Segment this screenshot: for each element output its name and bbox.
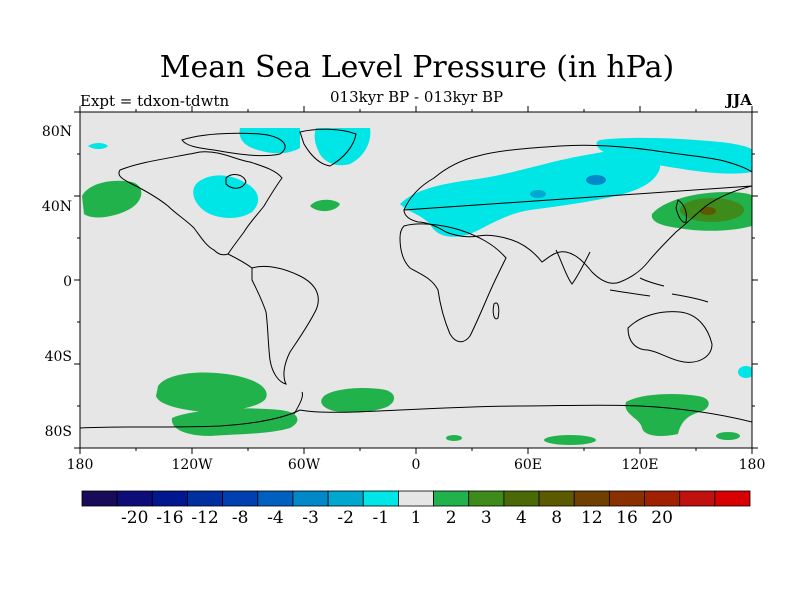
coastlines <box>80 128 752 429</box>
colorbar-swatch <box>433 490 470 507</box>
colorbar-label: 1 <box>411 508 422 528</box>
period-subtitle: 013kyr BP - 013kyr BP <box>330 88 504 106</box>
coast-australia <box>627 311 713 363</box>
region-south-pacific-small-negative <box>738 366 752 378</box>
y-tick-label: 40S <box>45 349 72 365</box>
x-tick-label: 60E <box>514 457 542 473</box>
coast-japan <box>675 199 687 223</box>
colorbar-swatch <box>362 490 399 507</box>
coast-greenland <box>299 128 357 167</box>
x-tick-label: 0 <box>412 457 421 473</box>
x-tick-label: 180 <box>739 457 766 473</box>
region-southern-pacific-positive <box>156 372 267 412</box>
colorbar-label: 16 <box>616 508 638 528</box>
y-tick-label: 0 <box>63 274 72 290</box>
colorbar-label: -3 <box>302 508 319 528</box>
region-arctic-russia-negative <box>596 137 752 174</box>
x-tick-label: 60W <box>288 457 321 473</box>
colorbar-label: 2 <box>446 508 457 528</box>
colorbar-swatch <box>398 490 434 507</box>
colorbar-label: 12 <box>581 508 603 528</box>
colorbar-swatch <box>468 490 505 507</box>
colorbar-swatch <box>538 490 575 507</box>
coast-indonesia <box>609 277 709 303</box>
colorbar-labels: -20 -16 -12 -8 -4 -3 -2 -1 1 2 3 4 8 12 16 20 <box>121 508 673 528</box>
coast-madagascar <box>492 302 500 320</box>
coast-africa <box>399 223 507 343</box>
coast-south-america <box>251 265 319 385</box>
coast-eurasia <box>403 144 752 284</box>
colorbar <box>81 490 751 507</box>
region-hudson-negative <box>88 143 108 149</box>
coast-antarctic-peninsula <box>293 391 303 415</box>
colorbar-label: 3 <box>481 508 492 528</box>
coast-hudson-bay <box>225 174 247 189</box>
region-south-atlantic-positive <box>321 388 395 413</box>
region-south-small-1 <box>544 435 596 445</box>
colorbar-swatch <box>503 490 540 507</box>
region-greenland-negative <box>314 128 371 166</box>
colorbar-swatch <box>81 490 118 507</box>
colorbar-label: -2 <box>337 508 354 528</box>
region-south-small-3 <box>446 435 462 441</box>
y-axis-labels: 80N 40N 0 40S 80S <box>42 124 72 440</box>
region-southern-pacific-lower <box>171 408 298 436</box>
region-north-america-negative <box>193 175 259 218</box>
colorbar-label: 4 <box>516 508 527 528</box>
colorbar-label: -12 <box>191 508 218 528</box>
region-antarctic-indian-positive <box>625 394 709 436</box>
y-tick-label: 40N <box>42 199 72 215</box>
coast-antarctica <box>80 404 752 429</box>
x-tick-label: 120E <box>622 457 659 473</box>
colorbar-swatch <box>292 490 329 507</box>
x-axis-labels: 180 120W 60W 0 60E 120E 180 <box>67 457 766 473</box>
experiment-label: Expt = tdxon-tdwtn <box>80 92 230 110</box>
colorbar-swatch <box>714 490 751 507</box>
colorbar-swatch <box>257 490 294 507</box>
y-tick-label: 80S <box>45 424 72 440</box>
colorbar-swatch <box>151 490 188 507</box>
y-tick-label: 80N <box>42 124 72 140</box>
region-japan-center <box>700 207 716 215</box>
season-label: JJA <box>726 91 752 109</box>
x-tick-label: 180 <box>67 457 94 473</box>
coast-india <box>555 249 591 285</box>
colorbar-label: -1 <box>373 508 390 528</box>
colorbar-swatch <box>327 490 364 507</box>
colorbar-swatch <box>573 490 610 507</box>
coast-central-america <box>227 253 253 269</box>
colorbar-label: -16 <box>156 508 183 528</box>
x-tick-label: 120W <box>171 457 213 473</box>
colorbar-label: -4 <box>267 508 284 528</box>
region-south-small-2 <box>716 432 740 440</box>
region-atlantic-positive <box>310 199 340 212</box>
axis-ticks <box>74 106 758 454</box>
region-north-pacific-positive <box>82 180 142 218</box>
colorbar-swatch <box>679 490 716 507</box>
colorbar-swatch <box>608 490 645 507</box>
colorbar-swatch <box>222 490 259 507</box>
colorbar-label: 20 <box>651 508 673 528</box>
chart-title: Mean Sea Level Pressure (in hPa) <box>159 50 675 85</box>
colorbar-swatch <box>116 490 153 507</box>
region-eurasia-negative <box>400 147 661 237</box>
coast-arctic-islands <box>181 132 286 157</box>
region-eurasia-core <box>586 175 606 185</box>
coast-north-america <box>118 151 283 256</box>
colorbar-label: -8 <box>232 508 249 528</box>
colorbar-label: -20 <box>121 508 148 528</box>
anomaly-field <box>82 128 752 445</box>
region-eurasia-core-2 <box>530 190 546 198</box>
colorbar-label: 8 <box>551 508 562 528</box>
colorbar-swatch <box>187 490 224 507</box>
colorbar-swatch <box>644 490 681 507</box>
